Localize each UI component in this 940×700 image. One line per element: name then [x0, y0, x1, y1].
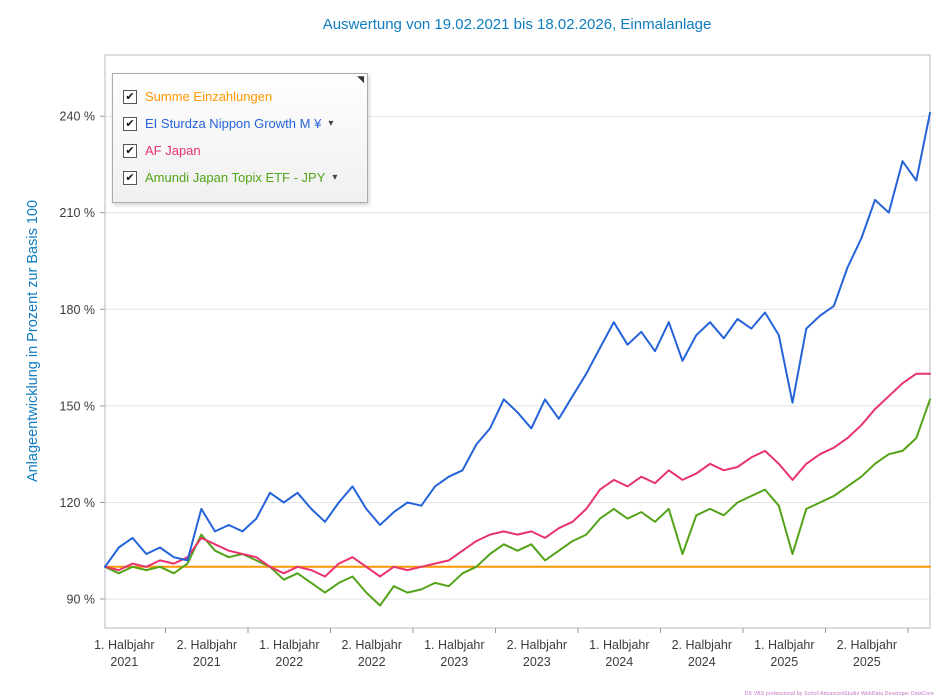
legend-label: Amundi Japan Topix ETF - JPY	[145, 170, 326, 185]
x-tick-label-halfyear: 1. Halbjahr	[589, 638, 649, 652]
legend-item[interactable]: ✔ Amundi Japan Topix ETF - JPY ▾	[123, 164, 357, 191]
dropdown-arrow-icon[interactable]: ▾	[328, 118, 334, 129]
legend-checkbox[interactable]: ✔	[123, 116, 137, 131]
legend-label: AF Japan	[145, 143, 201, 158]
watermark: DX VBS professional by Scholl AdvancedSt…	[744, 691, 934, 697]
legend-collapse-icon[interactable]: ◥	[357, 74, 364, 84]
x-tick-label-year: 2021	[110, 655, 138, 669]
legend-item[interactable]: ✔ EI Sturdza Nippon Growth M ¥ ▾	[123, 110, 357, 137]
series-line-af-japan	[104, 372, 931, 578]
x-tick-label-year: 2022	[358, 655, 386, 669]
legend-checkbox[interactable]: ✔	[123, 143, 137, 158]
x-tick-label-year: 2024	[605, 655, 633, 669]
x-tick-label-year: 2021	[193, 655, 221, 669]
legend-label: EI Sturdza Nippon Growth M ¥	[145, 116, 322, 131]
legend-checkbox[interactable]: ✔	[123, 170, 137, 185]
x-tick-label-halfyear: 2. Halbjahr	[177, 638, 237, 652]
chart-title: Auswertung von 19.02.2021 bis 18.02.2026…	[322, 16, 712, 33]
y-tick-label: 240 %	[60, 110, 95, 124]
x-tick-label-halfyear: 2. Halbjahr	[341, 638, 401, 652]
legend-label: Summe Einzahlungen	[145, 89, 273, 104]
y-tick-label: 210 %	[60, 206, 95, 220]
y-tick-label: 90 %	[67, 593, 96, 607]
legend-item[interactable]: ✔ AF Japan	[123, 137, 357, 164]
x-tick-label-year: 2025	[853, 655, 881, 669]
x-tick-label-year: 2023	[523, 655, 551, 669]
x-tick-label-halfyear: 1. Halbjahr	[94, 638, 154, 652]
legend-item-list: ✔ Summe Einzahlungen ✔ EI Sturdza Nippon Gr…	[123, 83, 357, 191]
x-tick-label-halfyear: 1. Halbjahr	[259, 638, 319, 652]
y-tick-label: 150 %	[60, 399, 95, 413]
legend-box[interactable]: ◥ ✔ Summe Einzahlungen ✔ EI Sturdza Nippon …	[112, 73, 368, 203]
x-tick-label-year: 2024	[688, 655, 716, 669]
x-tick-label-halfyear: 1. Halbjahr	[754, 638, 814, 652]
plot-border	[104, 54, 931, 629]
x-tick-label-year: 2023	[440, 655, 468, 669]
x-tick-label-halfyear: 1. Halbjahr	[424, 638, 484, 652]
x-tick-label-halfyear: 2. Halbjahr	[837, 638, 897, 652]
x-tick-label-year: 2025	[770, 655, 798, 669]
y-tick-label: 120 %	[60, 496, 95, 510]
x-tick-label-halfyear: 2. Halbjahr	[507, 638, 567, 652]
dropdown-arrow-icon[interactable]: ▾	[332, 172, 338, 183]
legend-checkbox[interactable]: ✔	[123, 89, 137, 104]
y-tick-label: 180 %	[60, 303, 95, 317]
series-line-ei-sturdza-nippon-growth	[104, 111, 931, 568]
x-tick-label-halfyear: 2. Halbjahr	[672, 638, 732, 652]
legend-item[interactable]: ✔ Summe Einzahlungen	[123, 83, 357, 110]
x-tick-label-year: 2022	[275, 655, 303, 669]
